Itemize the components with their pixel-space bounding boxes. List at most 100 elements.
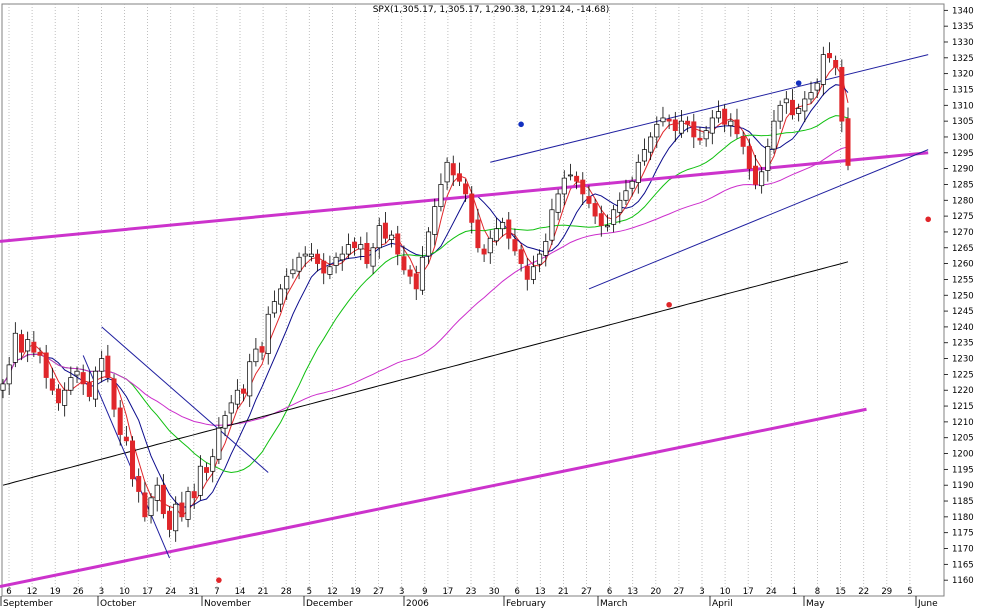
y-tick-label: 1335 (952, 22, 974, 32)
candle-body (567, 174, 573, 177)
candle-body (49, 378, 55, 391)
day-tick-label: 15 (835, 587, 846, 597)
ma-200-line (2, 261, 849, 486)
candle-body (771, 120, 777, 150)
candle-body (185, 491, 191, 520)
candle-body (370, 247, 376, 267)
candle-body (395, 233, 401, 255)
candle-body (6, 364, 12, 385)
candle-body (173, 503, 179, 532)
candle-body (444, 161, 450, 183)
day-tick-label: 20 (650, 587, 661, 597)
candle-body (820, 54, 826, 85)
y-tick-label: 1160 (952, 576, 974, 586)
candle-body (796, 108, 802, 114)
day-tick-label: 1 (792, 587, 797, 597)
candle-body (728, 120, 734, 126)
day-tick-label: 3 (99, 587, 104, 597)
day-tick-label: 22 (858, 587, 869, 597)
trend-lines (0, 54, 929, 588)
candle-body (265, 313, 271, 354)
candle-body (56, 388, 62, 404)
candle-body (154, 484, 160, 501)
candle-body (438, 184, 444, 207)
month-label: November (204, 599, 251, 609)
candle-body (518, 249, 524, 264)
candle-body (543, 241, 549, 256)
day-tick-label: 9 (422, 587, 427, 597)
candle-body (648, 136, 654, 153)
candle-body (333, 256, 339, 266)
day-tick-label: 12 (27, 587, 38, 597)
candle-body (746, 146, 752, 169)
candle-body (339, 253, 345, 261)
channel-line (0, 151, 929, 243)
candle-body (407, 269, 413, 277)
candle-body (623, 190, 629, 201)
day-tick-label: 17 (142, 587, 153, 597)
candle-body (715, 111, 721, 119)
swing-low-dot (666, 301, 672, 308)
y-tick-label: 1285 (952, 180, 974, 190)
candle-body (290, 269, 296, 275)
y-tick-label: 1180 (952, 513, 974, 523)
month-label: February (506, 599, 547, 609)
candle-body (765, 146, 771, 171)
day-tick-label: 29 (881, 587, 892, 597)
candle-body (364, 242, 370, 264)
candle-body (426, 231, 432, 257)
y-tick-label: 1255 (952, 275, 974, 285)
candle-body (389, 234, 395, 240)
candle-body (839, 66, 845, 122)
swing-low-dot (216, 577, 222, 583)
candle-body (271, 301, 277, 314)
day-tick-label: 3 (399, 587, 404, 597)
candle-body (580, 179, 586, 195)
swing-high-dot (795, 80, 802, 86)
y-tick-label: 1230 (952, 355, 974, 365)
y-tick-label: 1260 (952, 260, 974, 270)
day-tick-label: 27 (673, 587, 684, 597)
candle-body (0, 383, 6, 391)
candle-body (789, 99, 795, 116)
candle-body (197, 465, 203, 496)
plot-frame (1, 3, 945, 597)
y-tick-label: 1275 (952, 212, 974, 222)
candle-body (481, 248, 487, 255)
candle-body (456, 173, 462, 182)
y-tick-label: 1325 (952, 54, 974, 64)
candle-body (530, 266, 536, 280)
ma-short-line (2, 84, 849, 508)
month-label: October (100, 599, 136, 609)
month-label: 2006 (406, 599, 429, 609)
candle-body (37, 351, 43, 356)
candle-body (506, 219, 512, 239)
candle-body (450, 163, 456, 176)
candle-body (86, 382, 92, 397)
candle-body (234, 389, 240, 405)
candle-body (703, 130, 709, 140)
y-tick-label: 1270 (952, 228, 974, 238)
day-tick-label: 3 (699, 587, 704, 597)
day-tick-label: 6 (514, 587, 519, 597)
ma-fast-line (2, 64, 849, 517)
swing-low-dot (925, 216, 931, 223)
candle-body (130, 440, 136, 480)
candle-body (598, 213, 604, 226)
candle-body (654, 123, 660, 138)
y-tick-label: 1165 (952, 560, 974, 570)
day-tick-label: 10 (720, 587, 731, 597)
candle-body (752, 165, 758, 185)
candle-body (74, 370, 80, 376)
day-tick-label: 24 (766, 587, 777, 597)
candle-body (487, 237, 493, 254)
day-tick-label: 28 (281, 587, 292, 597)
candle-body (561, 177, 567, 195)
y-tick-label: 1290 (952, 165, 974, 175)
candle-body (210, 456, 216, 472)
candle-body (93, 370, 99, 400)
day-tick-label: 30 (489, 587, 500, 597)
chart-title: SPX(1,305.17, 1,305.17, 1,290.38, 1,291.… (373, 5, 610, 15)
y-tick-label: 1330 (952, 38, 974, 48)
y-tick-label: 1175 (952, 529, 974, 539)
